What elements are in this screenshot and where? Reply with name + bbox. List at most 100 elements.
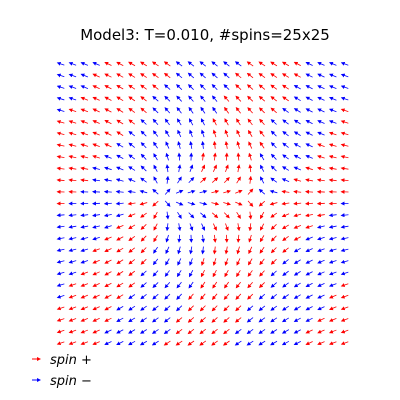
spin-arrow [293, 329, 301, 334]
spin-arrow [293, 294, 301, 299]
spin-arrow [165, 258, 170, 266]
spin-arrow [92, 166, 100, 171]
spin-arrow [340, 154, 349, 159]
spin-arrow [104, 61, 112, 66]
spin-arrow [235, 317, 242, 323]
spin-arrow [188, 176, 195, 184]
spin-arrow [258, 188, 266, 195]
spin-arrow [56, 131, 65, 136]
spin-arrow [270, 130, 277, 137]
spin-arrow [317, 271, 325, 276]
spin-arrow [92, 120, 100, 124]
spin-arrow [163, 72, 171, 79]
spin-arrow [151, 329, 159, 334]
spin-arrow [165, 175, 170, 184]
spin-arrow [211, 72, 218, 79]
spin-arrow [176, 118, 182, 126]
spin-arrow [56, 271, 65, 276]
spin-arrow [165, 164, 170, 173]
spin-arrow [104, 271, 112, 276]
spin-arrow [104, 341, 112, 346]
spin-arrow [56, 236, 65, 241]
spin-arrow [281, 329, 290, 334]
spin-arrow [259, 246, 265, 254]
spin-arrow [128, 73, 136, 78]
spin-arrow [281, 340, 290, 346]
spin-arrow [269, 201, 278, 206]
spin-arrow [224, 246, 229, 255]
spin-arrow [293, 178, 302, 183]
spin-arrow [282, 119, 289, 125]
spin-arrow [80, 120, 89, 124]
spin-arrow [293, 61, 301, 67]
spin-arrow [223, 84, 230, 91]
spin-arrow [211, 177, 219, 183]
spin-arrow [259, 270, 265, 277]
spin-arrow [116, 271, 124, 276]
spin-arrow [68, 318, 77, 322]
spin-arrow [340, 259, 349, 264]
spin-arrow [317, 143, 325, 148]
spin-arrow [187, 305, 194, 312]
spin-arrow [128, 61, 136, 67]
spin-arrow [116, 96, 124, 102]
spin-arrow [234, 340, 242, 346]
spin-arrow [116, 329, 124, 334]
spin-arrow [317, 120, 325, 124]
spin-arrow [340, 108, 349, 113]
spin-arrow [328, 224, 337, 229]
spin-arrow [340, 61, 349, 66]
spin-arrow [236, 246, 241, 255]
spin-arrow [199, 340, 207, 346]
spin-arrow [340, 248, 349, 253]
spin-arrow [340, 213, 349, 218]
spin-arrow [177, 129, 182, 138]
spin-arrow [305, 154, 313, 159]
spin-arrow [259, 130, 265, 137]
spin-arrow [68, 259, 77, 264]
spin-arrow [140, 235, 147, 242]
spin-arrow [212, 106, 218, 114]
spin-arrow [56, 248, 65, 253]
spin-arrow [224, 223, 229, 231]
spin-arrow [68, 283, 77, 287]
spin-arrow [116, 119, 124, 125]
spin-arrow [305, 294, 313, 299]
spin-arrow [80, 306, 89, 311]
spin-arrow [92, 294, 100, 299]
spin-arrow [188, 106, 194, 114]
spin-arrow [140, 61, 148, 67]
spin-arrow [223, 293, 230, 300]
spin-arrow [188, 281, 194, 289]
spin-arrow [236, 270, 241, 278]
spin-arrow [151, 340, 159, 346]
spin-arrow [177, 223, 182, 232]
spin-arrow [177, 246, 182, 255]
spin-arrow [270, 305, 278, 311]
spin-arrow [164, 270, 170, 277]
spin-arrow [68, 306, 77, 311]
spin-arrow [212, 129, 217, 138]
spin-arrow [328, 154, 337, 159]
spin-arrow [247, 107, 253, 114]
spin-arrow [128, 282, 136, 288]
spin-arrow [247, 188, 254, 195]
spin-arrow [153, 223, 158, 231]
spin-arrow [140, 130, 147, 137]
spin-arrow [80, 271, 89, 276]
spin-arrow [188, 95, 194, 102]
spin-arrow [317, 154, 325, 159]
spin-arrow [128, 84, 136, 90]
spin-arrow [56, 154, 65, 159]
spin-arrow [270, 142, 277, 149]
spin-arrow [152, 282, 159, 289]
spin-arrow [282, 235, 289, 242]
spin-arrow [152, 200, 159, 207]
spin-arrow [128, 259, 136, 265]
spin-arrow [188, 293, 194, 300]
spin-arrow [305, 259, 313, 264]
spin-arrow [163, 61, 171, 67]
spin-arrow [153, 246, 158, 254]
spin-arrow [199, 61, 206, 67]
spin-arrow [199, 305, 206, 312]
